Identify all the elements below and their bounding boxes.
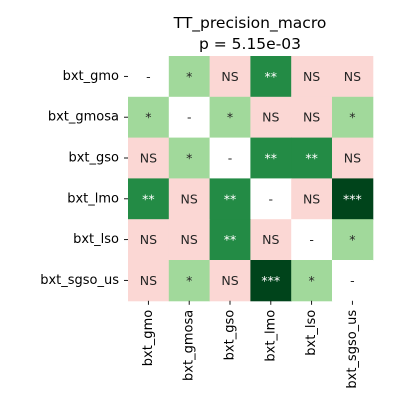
row-tick-labels: bxt_gmo bxt_gmosa bxt_gso bxt_lmo bxt_lsobxt… bbox=[40, 69, 128, 288]
heatmap-cell-label: NS bbox=[262, 110, 279, 125]
column-tick-label: bxt_gmo bbox=[141, 310, 156, 366]
heatmap-cell-label: NS bbox=[303, 191, 320, 206]
heatmap-cell-label: NS bbox=[181, 232, 198, 247]
heatmap-cell-label: ** bbox=[224, 191, 237, 206]
heatmap-cell-label: - bbox=[309, 232, 314, 247]
row-tick-label: bxt_gmosa bbox=[48, 110, 119, 125]
chart-subtitle: p = 5.15e-03 bbox=[199, 35, 301, 53]
column-tick-label: bxt_sgso_us bbox=[345, 310, 360, 389]
heatmap-cell-label: - bbox=[269, 191, 274, 206]
column-tick-labels: bxt_gmo bxt_gmosa bxt_gso bxt_lmo bxt_lso bxt… bbox=[141, 301, 360, 389]
column-tick-label: bxt_gmosa bbox=[182, 310, 197, 381]
heatmap-cell-label: - bbox=[187, 110, 192, 125]
heatmap-cell-label: NS bbox=[221, 273, 238, 288]
column-tick-label: bxt_gso bbox=[223, 310, 238, 361]
heatmap-cell-label: NS bbox=[140, 232, 157, 247]
column-tick-label: bxt_lmo bbox=[263, 310, 278, 362]
heatmap-cell-label: NS bbox=[140, 151, 157, 166]
heatmap-cell-label: NS bbox=[344, 69, 361, 84]
heatmap-cells: - * NS ** NS NS* - * NS NS *NS * - ** ** NS** NS ** - NS ***… bbox=[128, 56, 373, 301]
heatmap-cell-label: * bbox=[349, 232, 355, 247]
heatmap-cell-label: *** bbox=[343, 191, 362, 206]
row-tick-label: bxt_gmo bbox=[63, 69, 119, 84]
heatmap-cell-label: - bbox=[146, 69, 151, 84]
heatmap-cell-label: ** bbox=[265, 69, 278, 84]
heatmap-cell-label: - bbox=[228, 151, 233, 166]
heatmap-cell-label: ** bbox=[142, 191, 155, 206]
heatmap-cell-label: * bbox=[186, 69, 192, 84]
column-tick-label: bxt_lso bbox=[304, 310, 319, 356]
heatmap-cell-label: * bbox=[186, 273, 192, 288]
heatmap-cell-label: NS bbox=[303, 110, 320, 125]
heatmap-cell-label: *** bbox=[261, 273, 280, 288]
heatmap-cell-label: ** bbox=[224, 232, 237, 247]
heatmap-cell-label: ** bbox=[305, 151, 318, 166]
heatmap-cell-label: * bbox=[145, 110, 151, 125]
heatmap-cell-label: * bbox=[227, 110, 233, 125]
heatmap-cell-label: * bbox=[349, 110, 355, 125]
row-tick-label: bxt_gso bbox=[68, 151, 119, 166]
heatmap-cell-label: NS bbox=[344, 151, 361, 166]
heatmap-cell-label: ** bbox=[265, 151, 278, 166]
heatmap-cell-label: NS bbox=[262, 232, 279, 247]
heatmap-cell-label: NS bbox=[140, 273, 157, 288]
row-tick-label: bxt_lmo bbox=[67, 191, 119, 206]
heatmap-cell-label: * bbox=[186, 151, 192, 166]
heatmap-cell-label: NS bbox=[221, 69, 238, 84]
row-tick-label: bxt_lso bbox=[73, 232, 119, 247]
heatmap-cell-label: NS bbox=[303, 69, 320, 84]
heatmap-cell-label: - bbox=[350, 273, 355, 288]
heatmap-cell-label: NS bbox=[181, 191, 198, 206]
heatmap-cell-label: * bbox=[308, 273, 314, 288]
chart-title: TT_precision_macro bbox=[173, 14, 327, 33]
row-tick-label: bxt_sgso_us bbox=[40, 273, 119, 288]
